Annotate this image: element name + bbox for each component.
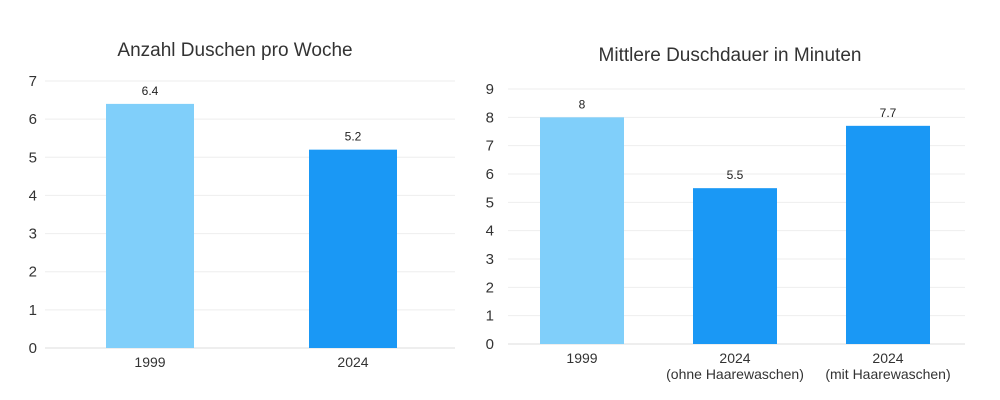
y-tick-label: 9: [486, 81, 494, 98]
y-tick-label: 2: [486, 279, 494, 296]
y-tick-label: 5: [29, 149, 37, 166]
data-label: 5.5: [727, 168, 744, 182]
x-tick-label: 2024: [719, 350, 750, 366]
x-tick-label: (ohne Haarewaschen): [666, 366, 804, 382]
bar: [309, 149, 397, 348]
x-tick-label: 1999: [566, 350, 597, 366]
x-tick-label: 2024: [337, 354, 368, 370]
y-tick-label: 4: [29, 187, 37, 204]
chart-showers-per-week: Anzahl Duschen pro Woche 0 1 2 3 4 5 6 7 6.4 1999…: [0, 0, 480, 400]
y-tick-label: 1: [29, 302, 37, 319]
y-tick-label: 6: [29, 111, 37, 128]
x-tick-label: (mit Haarewaschen): [825, 366, 950, 382]
chart-title: Anzahl Duschen pro Woche: [117, 40, 353, 61]
data-label: 6.4: [142, 84, 159, 98]
chart-plot-area: 0 1 2 3 4 5 6 7 6.4 1999 5.2 2024: [29, 73, 455, 370]
y-tick-label: 0: [486, 336, 494, 353]
bar: [540, 117, 624, 344]
y-tick-label: 1: [486, 308, 494, 325]
y-tick-label: 2: [29, 264, 37, 281]
data-label: 8: [579, 97, 586, 111]
data-label: 7.7: [880, 106, 897, 120]
bar: [846, 125, 930, 344]
data-label: 5.2: [345, 130, 362, 144]
chart-shower-duration: Mittlere Duschdauer in Minuten 0 1 2 3 4 5 6 7 8…: [480, 0, 1000, 400]
x-tick-label: 2024: [872, 350, 903, 366]
y-tick-label: 3: [486, 251, 494, 268]
bar: [106, 103, 194, 348]
y-tick-label: 5: [486, 194, 494, 211]
y-tick-label: 3: [29, 226, 37, 243]
y-tick-label: 6: [486, 166, 494, 183]
y-tick-label: 8: [486, 109, 494, 126]
y-tick-label: 7: [486, 138, 494, 155]
y-tick-label: 0: [29, 340, 37, 357]
bar: [693, 188, 777, 344]
y-tick-label: 4: [486, 223, 494, 240]
y-tick-label: 7: [29, 73, 37, 90]
x-tick-label: 1999: [134, 354, 165, 370]
chart-title: Mittlere Duschdauer in Minuten: [598, 45, 862, 66]
